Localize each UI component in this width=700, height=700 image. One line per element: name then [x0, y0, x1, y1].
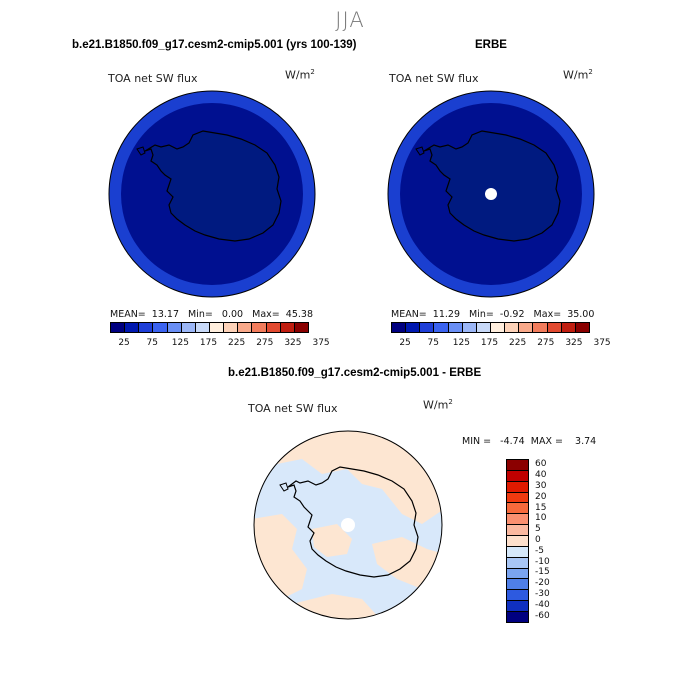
diff-colorbar-tick-label: 40 [535, 470, 547, 481]
diff-colorbar-tick-label: -15 [535, 567, 550, 578]
obs-colorbar-tick-label: 175 [480, 338, 499, 348]
diff-stats: MIN = -4.74 MAX = 3.74 [462, 436, 597, 447]
diff-colorbar-tick-label: 60 [535, 459, 547, 470]
model-colorbar-tick-label: 325 [284, 338, 302, 348]
diff-colorbar-tick-label: 15 [535, 502, 547, 513]
model-colorbar-tick-label: 25 [118, 338, 130, 348]
diff-colorbar-swatch [507, 503, 528, 515]
diff-colorbar-swatch [507, 612, 528, 622]
obs-colorbar-swatch [519, 323, 534, 332]
diff-colorbar-tick-label: -10 [535, 556, 550, 567]
model-colorbar [110, 322, 309, 333]
diff-colorbar-swatch [507, 579, 528, 591]
model-colorbar-tick-label: 225 [228, 338, 246, 348]
diff-polar-map [253, 430, 443, 620]
model-colorbar-swatch [252, 323, 267, 332]
model-panel-title: b.e21.B1850.f09_g17.cesm2-cmip5.001 (yrs… [72, 39, 357, 51]
diff-colorbar-swatch [507, 546, 528, 558]
diff-colorbar-tick-label: 0 [535, 535, 541, 545]
obs-colorbar-tick-label: 275 [537, 338, 555, 348]
obs-colorbar-tick-label: 75 [427, 338, 439, 348]
model-colorbar-swatch [280, 323, 295, 332]
diff-colorbar [506, 459, 529, 623]
obs-colorbar [391, 322, 590, 333]
obs-units-label: W/m2 [563, 68, 593, 82]
season-title: JJA [335, 8, 365, 32]
diff-colorbar-tick-label: -30 [535, 589, 550, 599]
obs-colorbar-swatch [505, 323, 520, 332]
model-colorbar-tick-label: 125 [171, 338, 189, 348]
antarctica-coastline [287, 466, 419, 578]
model-stats: MEAN= 13.17 Min= 0.00 Max= 45.38 [110, 309, 313, 320]
obs-colorbar-tick-label: 375 [593, 338, 611, 348]
diff-colorbar-tick-label: 10 [535, 513, 547, 524]
diff-colorbar-swatch [507, 525, 528, 537]
obs-colorbar-swatch [462, 323, 477, 332]
diff-colorbar-labels: 60 40 30 20 15 10 5 0 -5 -10 -15 -20 -30 -40 -60 [535, 459, 575, 621]
obs-colorbar-swatch [533, 323, 548, 332]
diff-colorbar-swatch [507, 492, 528, 504]
obs-panel-title: ERBE [475, 39, 507, 51]
model-colorbar-swatch [181, 323, 196, 332]
obs-colorbar-swatch [575, 323, 589, 332]
obs-colorbar-tick-label: 325 [565, 338, 583, 348]
diff-colorbar-swatch [507, 557, 528, 569]
obs-colorbar-tick-label: 125 [452, 338, 470, 348]
diff-colorbar-swatch [507, 460, 528, 471]
diff-colorbar-tick-label: -20 [535, 578, 550, 589]
pole-missing-data [341, 518, 355, 532]
model-colorbar-tick-label: 375 [312, 338, 330, 348]
model-colorbar-tick-label: 75 [146, 338, 158, 348]
diff-colorbar-swatch [507, 590, 528, 602]
obs-colorbar-swatch [547, 323, 562, 332]
model-colorbar-swatch [153, 323, 168, 332]
obs-colorbar-tick-label: 25 [399, 338, 411, 348]
model-colorbar-swatch [238, 323, 253, 332]
obs-colorbar-swatch [476, 323, 491, 332]
diff-colorbar-swatch [507, 514, 528, 526]
model-units-label: W/m2 [285, 68, 315, 82]
diff-colorbar-tick-label: 30 [535, 481, 547, 491]
model-polar-map [108, 90, 316, 298]
diff-colorbar-tick-label: -5 [535, 545, 544, 556]
obs-colorbar-swatch [561, 323, 576, 332]
diff-colorbar-swatch [507, 601, 528, 613]
model-colorbar-swatch [167, 323, 182, 332]
diff-colorbar-tick-label: 5 [535, 524, 541, 535]
antarctica-coastline [144, 130, 282, 242]
model-colorbar-swatch [125, 323, 140, 332]
diff-colorbar-tick-label: 20 [535, 491, 547, 502]
model-colorbar-tick-label: 175 [199, 338, 218, 348]
model-colorbar-swatch [224, 323, 239, 332]
obs-colorbar-swatch [406, 323, 421, 332]
model-variable-label: TOA net SW flux [108, 72, 198, 85]
obs-colorbar-swatch [392, 323, 407, 332]
diff-panel-title: b.e21.B1850.f09_g17.cesm2-cmip5.001 - ER… [228, 367, 482, 379]
model-colorbar-swatch [294, 323, 308, 332]
obs-colorbar-swatch [434, 323, 449, 332]
model-colorbar-swatch [139, 323, 154, 332]
model-colorbar-swatch [195, 323, 210, 332]
obs-colorbar-tick-label: 225 [509, 338, 527, 348]
obs-stats: MEAN= 11.29 Min= -0.92 Max= 35.00 [391, 309, 595, 320]
antarctica-coastline [423, 130, 561, 242]
obs-polar-map [387, 90, 595, 298]
diff-colorbar-tick-label: -40 [535, 599, 550, 610]
model-colorbar-swatch [111, 323, 126, 332]
diff-colorbar-swatch [507, 470, 528, 482]
pole-missing-data [485, 188, 497, 200]
obs-variable-label: TOA net SW flux [389, 72, 479, 85]
obs-colorbar-swatch [448, 323, 463, 332]
diff-colorbar-swatch [507, 481, 528, 493]
model-colorbar-tick-label: 275 [256, 338, 274, 348]
diff-colorbar-tick-label: -60 [535, 610, 550, 621]
model-colorbar-swatch [209, 323, 225, 332]
obs-colorbar-swatch [490, 323, 506, 332]
model-colorbar-swatch [266, 323, 281, 332]
diff-variable-label: TOA net SW flux [248, 402, 338, 415]
diff-units-label: W/m2 [423, 398, 453, 412]
diff-colorbar-swatch [507, 568, 528, 580]
diff-colorbar-swatch [507, 536, 528, 547]
obs-colorbar-swatch [420, 323, 435, 332]
